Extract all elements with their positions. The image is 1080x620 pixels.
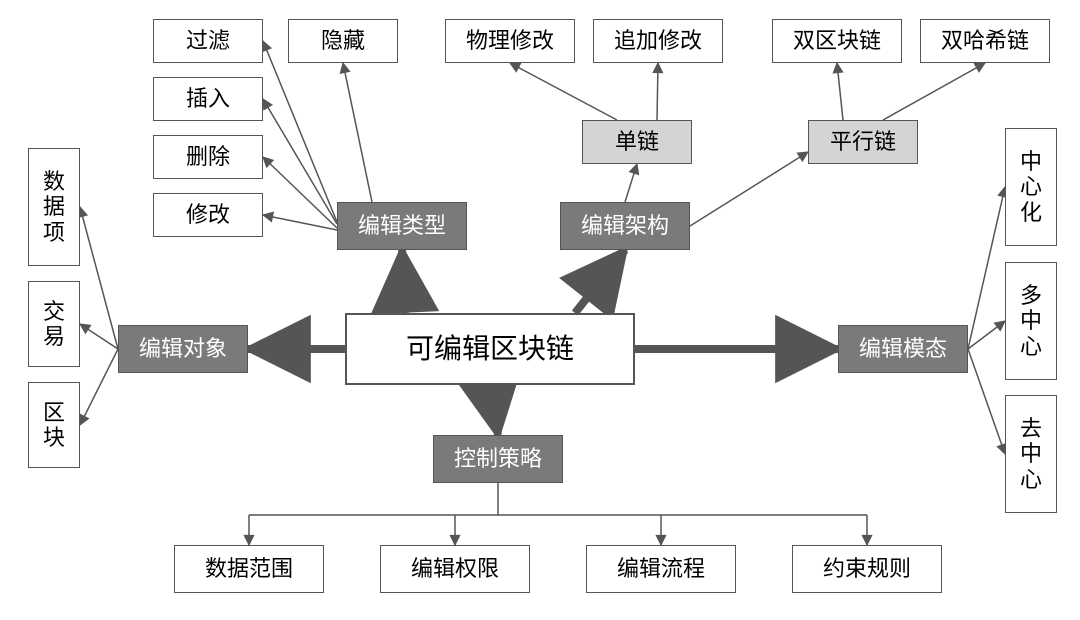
node-pol_rule: 约束规则 <box>792 545 942 593</box>
node-type_insert: 插入 <box>153 77 263 121</box>
node-editMode: 编辑模态 <box>838 325 968 373</box>
node-mode_decent: 去 中 心 <box>1005 395 1057 513</box>
node-ctrlPolicy: 控制策略 <box>433 435 563 483</box>
node-editArch: 编辑架构 <box>560 202 690 250</box>
node-obj_data: 数 据 项 <box>28 148 80 266</box>
node-mode_central: 中 心 化 <box>1005 128 1057 246</box>
node-arch_dblock: 双区块链 <box>772 19 902 63</box>
node-arch_single: 单链 <box>582 120 692 164</box>
node-type_modify: 修改 <box>153 193 263 237</box>
node-type_delete: 删除 <box>153 135 263 179</box>
node-center: 可编辑区块链 <box>345 313 635 385</box>
node-pol_scope: 数据范围 <box>174 545 324 593</box>
node-pol_flow: 编辑流程 <box>586 545 736 593</box>
node-arch_append: 追加修改 <box>593 19 723 63</box>
node-arch_phys: 物理修改 <box>445 19 575 63</box>
node-editType: 编辑类型 <box>337 202 467 250</box>
node-arch_dhash: 双哈希链 <box>920 19 1050 63</box>
node-arch_parallel: 平行链 <box>808 120 918 164</box>
node-type_hide: 隐藏 <box>288 19 398 63</box>
node-obj_tx: 交 易 <box>28 281 80 367</box>
node-editObject: 编辑对象 <box>118 325 248 373</box>
node-pol_perm: 编辑权限 <box>380 545 530 593</box>
node-mode_multi: 多 中 心 <box>1005 262 1057 380</box>
node-type_filter: 过滤 <box>153 19 263 63</box>
diagram-stage: 可编辑区块链 编辑对象 编辑类型 编辑架构编辑模态控制策略 数 据 项交 易区 块 过滤隐… <box>0 0 1080 620</box>
node-obj_block: 区 块 <box>28 382 80 468</box>
